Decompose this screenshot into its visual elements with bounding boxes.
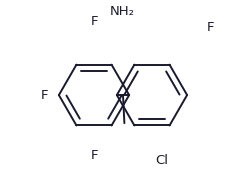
Text: F: F: [90, 149, 97, 162]
Text: F: F: [90, 15, 97, 28]
Text: Cl: Cl: [154, 154, 168, 167]
Text: NH₂: NH₂: [110, 5, 135, 18]
Text: F: F: [206, 21, 213, 34]
Text: F: F: [40, 89, 48, 101]
